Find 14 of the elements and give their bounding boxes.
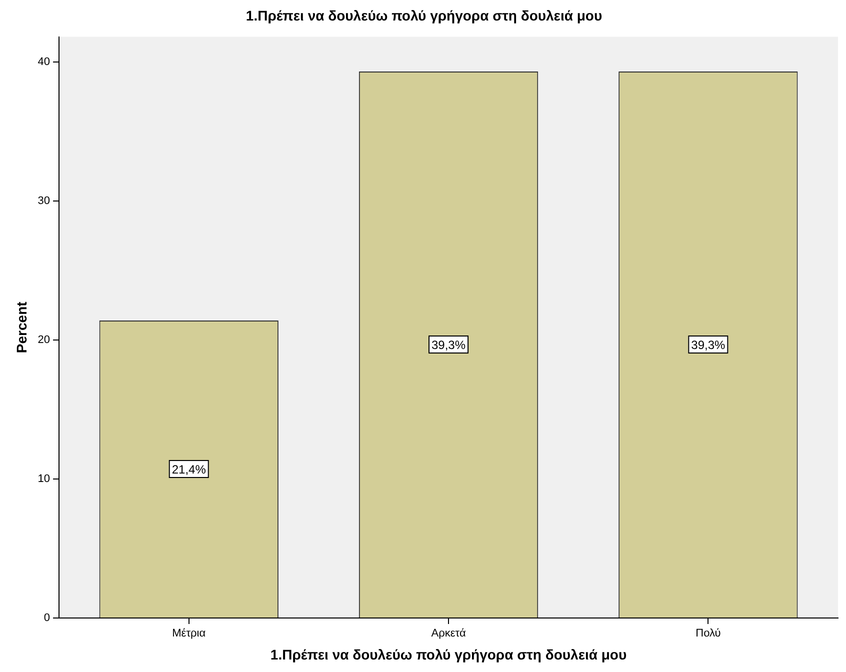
x-tick-label: Πολύ <box>696 628 721 640</box>
data-label: 39,3% <box>691 338 726 352</box>
data-label: 21,4% <box>172 462 206 476</box>
x-tick-label: Αρκετά <box>431 628 466 640</box>
x-axis-title: 1.Πρέπει να δουλεύω πολύ γρήγορα στη δουλειά μου <box>270 646 627 662</box>
data-label: 39,3% <box>432 338 466 352</box>
x-tick-label: Μέτρια <box>172 628 206 640</box>
y-tick-label: 40 <box>38 56 50 68</box>
y-tick-label: 30 <box>38 194 50 207</box>
y-axis-title: Percent <box>13 301 30 354</box>
y-tick-label: 20 <box>38 334 50 346</box>
y-tick-label: 0 <box>44 612 50 624</box>
chart-title: 1.Πρέπει να δουλεύω πολύ γρήγορα στη δουλειά μου <box>246 7 602 24</box>
y-tick-label: 10 <box>38 472 50 485</box>
